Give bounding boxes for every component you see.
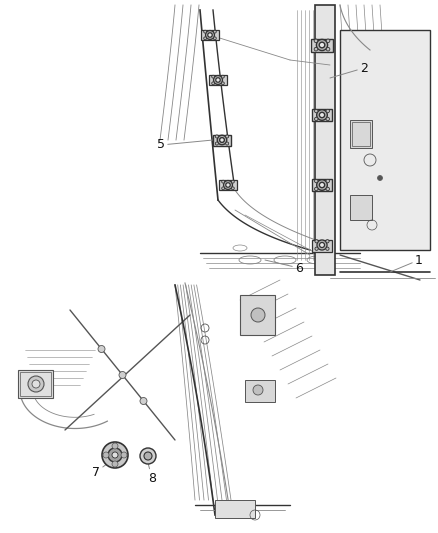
Circle shape — [119, 372, 126, 378]
Bar — [20, 372, 51, 396]
Circle shape — [217, 135, 227, 145]
Circle shape — [314, 109, 318, 113]
Circle shape — [112, 443, 118, 449]
Circle shape — [204, 30, 207, 33]
Circle shape — [213, 37, 216, 40]
Circle shape — [205, 30, 215, 39]
Circle shape — [231, 187, 234, 190]
Circle shape — [314, 39, 318, 43]
Circle shape — [326, 179, 329, 183]
Circle shape — [326, 240, 329, 243]
Circle shape — [326, 39, 330, 43]
Bar — [245, 380, 275, 402]
Circle shape — [319, 243, 325, 247]
Circle shape — [317, 110, 327, 120]
Bar — [315, 5, 335, 275]
Bar — [311, 179, 332, 191]
Circle shape — [317, 240, 327, 250]
Circle shape — [326, 117, 329, 120]
Bar — [350, 195, 372, 220]
Bar — [340, 30, 430, 250]
Circle shape — [219, 138, 224, 142]
Circle shape — [316, 39, 328, 51]
Circle shape — [98, 345, 105, 352]
Bar — [350, 120, 372, 148]
Text: 2: 2 — [330, 61, 368, 78]
Text: 7: 7 — [92, 458, 115, 479]
Circle shape — [103, 452, 109, 458]
Circle shape — [144, 452, 152, 460]
Circle shape — [215, 135, 219, 138]
Circle shape — [326, 109, 329, 113]
Circle shape — [223, 181, 233, 189]
Text: 8: 8 — [148, 463, 156, 484]
Circle shape — [319, 182, 325, 188]
Bar — [311, 39, 333, 52]
Circle shape — [222, 187, 225, 190]
Bar — [352, 122, 370, 146]
Circle shape — [319, 112, 325, 118]
Circle shape — [314, 47, 318, 51]
Text: 5: 5 — [157, 139, 213, 151]
Circle shape — [314, 187, 318, 191]
Circle shape — [32, 380, 40, 388]
Circle shape — [315, 240, 318, 243]
Bar — [311, 109, 332, 122]
Circle shape — [121, 452, 127, 458]
Circle shape — [108, 448, 122, 462]
Circle shape — [314, 179, 318, 183]
Bar — [209, 75, 227, 85]
Circle shape — [326, 187, 329, 191]
Circle shape — [231, 180, 234, 183]
Circle shape — [253, 385, 263, 395]
Circle shape — [112, 452, 118, 458]
Bar — [201, 30, 219, 41]
Circle shape — [213, 76, 223, 84]
Circle shape — [226, 135, 229, 138]
Bar — [18, 370, 53, 398]
Circle shape — [215, 142, 219, 145]
Text: 6: 6 — [265, 260, 303, 274]
Bar — [213, 135, 231, 146]
Circle shape — [212, 82, 215, 85]
Circle shape — [315, 247, 318, 251]
Circle shape — [140, 398, 147, 405]
Circle shape — [213, 30, 216, 33]
Circle shape — [28, 376, 44, 392]
Circle shape — [208, 33, 212, 37]
Bar — [312, 240, 332, 252]
Circle shape — [314, 117, 318, 120]
Circle shape — [226, 183, 230, 187]
Bar — [215, 500, 255, 518]
Circle shape — [319, 42, 325, 48]
Circle shape — [221, 75, 224, 78]
Circle shape — [378, 175, 382, 181]
Circle shape — [216, 78, 220, 82]
Circle shape — [226, 142, 229, 145]
Bar — [219, 180, 237, 190]
Bar — [240, 295, 275, 335]
Circle shape — [326, 247, 329, 251]
Circle shape — [326, 47, 330, 51]
Circle shape — [212, 75, 215, 78]
Circle shape — [140, 448, 156, 464]
Circle shape — [112, 461, 118, 467]
Circle shape — [317, 180, 327, 190]
Circle shape — [222, 180, 225, 183]
Circle shape — [102, 442, 128, 468]
Circle shape — [204, 37, 207, 40]
Circle shape — [251, 308, 265, 322]
Circle shape — [221, 82, 224, 85]
Text: 1: 1 — [390, 254, 423, 272]
